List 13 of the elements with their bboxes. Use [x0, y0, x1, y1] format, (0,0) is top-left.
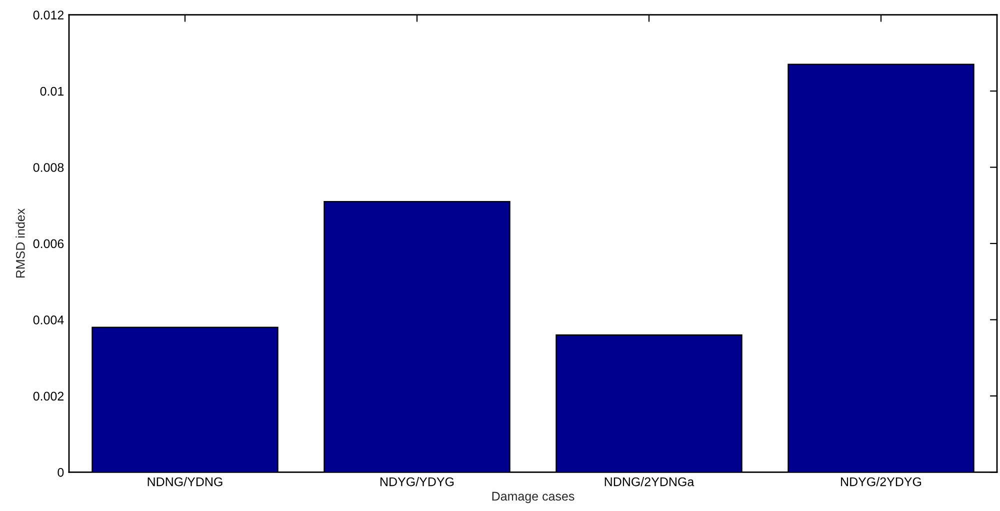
y-tick-label: 0.004 [33, 316, 64, 324]
y-tick-label: 0 [58, 468, 64, 477]
y-tick-label: 0.01 [40, 86, 64, 96]
x-tick-label: NDYG/2YDYG [841, 477, 922, 486]
y-axis-title: RMSD index [16, 208, 25, 278]
y-tick-label: 0.002 [33, 392, 64, 401]
x-tick-label: NDYG/YDYG [380, 477, 454, 486]
y-tick-label: 0.012 [33, 10, 64, 20]
x-tick-label: NDNG/YDNG [148, 477, 222, 486]
x-axis-title: Damage cases [492, 492, 574, 504]
y-tick-label: 0.006 [33, 239, 64, 248]
x-tick-label: NDNG/2YDNGa [604, 477, 694, 486]
y-tick-label: 0.008 [33, 163, 64, 172]
